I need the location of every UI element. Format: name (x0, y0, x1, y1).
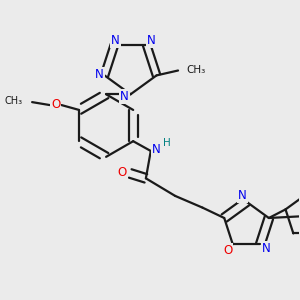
Text: N: N (147, 34, 156, 47)
Text: O: O (51, 98, 60, 111)
Text: N: N (238, 189, 247, 203)
Text: CH₃: CH₃ (4, 96, 22, 106)
Text: N: N (152, 142, 161, 155)
Text: N: N (111, 34, 120, 47)
Text: O: O (118, 166, 127, 179)
Text: N: N (262, 242, 271, 255)
Text: CH₃: CH₃ (187, 64, 206, 74)
Text: H: H (163, 138, 170, 148)
Text: N: N (95, 68, 104, 81)
Text: O: O (223, 244, 232, 256)
Text: N: N (120, 90, 129, 103)
